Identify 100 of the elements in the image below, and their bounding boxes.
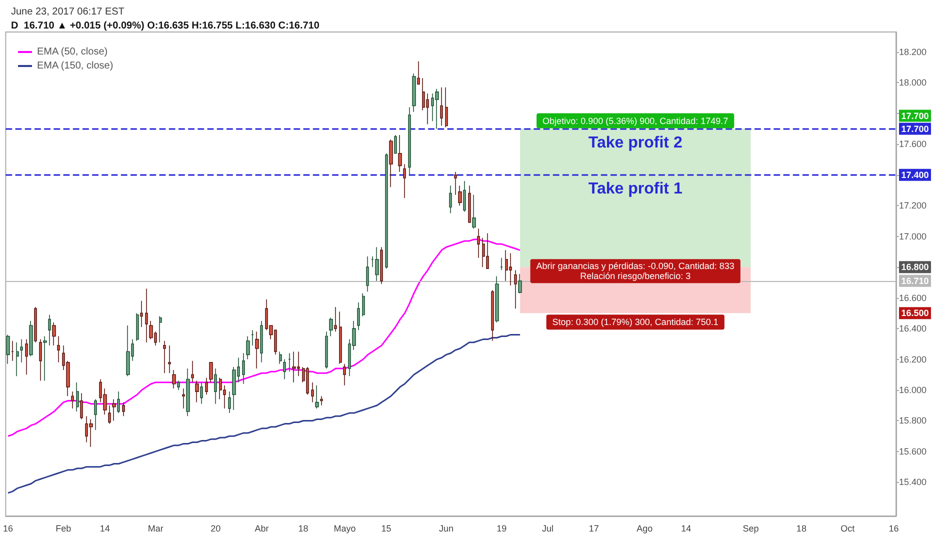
candlestick (16, 342, 19, 377)
candlestick (445, 86, 448, 128)
x-tick-label: 14 (100, 524, 110, 534)
candlestick (380, 246, 383, 284)
line-series (7, 238, 521, 437)
candlestick (6, 334, 10, 364)
candlestick (486, 232, 489, 270)
legend-label: EMA (50, close) (37, 46, 108, 58)
candlestick (163, 340, 166, 374)
candlestick (454, 171, 457, 196)
candlestick (283, 358, 286, 380)
candlestick (145, 288, 148, 343)
candlestick (472, 194, 476, 230)
candlestick (325, 331, 328, 369)
candlestick (112, 398, 116, 422)
candlestick (279, 351, 282, 364)
candlestick (403, 164, 406, 198)
x-tick-label: Mayo (334, 524, 356, 534)
candlestick (71, 391, 74, 409)
candlestick (76, 382, 79, 412)
x-tick-label: Abr (254, 524, 269, 534)
candlestick (89, 418, 93, 448)
candlestick (182, 388, 185, 409)
x-tick-label: 19 (496, 524, 507, 534)
candlestick (408, 106, 411, 176)
y-tick-label: 16.400 (899, 324, 927, 334)
annotation: 16.800 (901, 262, 929, 272)
band-label: Stop: 0.300 (1.79%) 300, Cantidad: 750.1 (552, 317, 718, 328)
candlestick (11, 340, 14, 362)
x-tick-label: 18 (298, 524, 308, 534)
annotation: 16.500 (901, 308, 929, 318)
candlestick (458, 185, 462, 206)
candlestick (117, 391, 120, 414)
candlestick (468, 185, 471, 223)
x-tick-label: 16 (2, 524, 14, 534)
candlestick (362, 292, 365, 317)
candlestick (288, 352, 291, 372)
candlestick (191, 360, 194, 383)
candlestick (463, 180, 466, 212)
candlestick (315, 384, 319, 409)
y-tick-label: 15.800 (899, 416, 927, 426)
candlestick (39, 338, 42, 382)
candlestick (477, 228, 480, 258)
candlestick (482, 237, 485, 268)
candlestick (329, 317, 333, 337)
x-tick-label: 18 (796, 524, 806, 534)
candlestick (311, 382, 314, 403)
x-tick-label: Feb (56, 524, 72, 534)
x-tick-label: Jun (438, 524, 454, 534)
line-series (7, 334, 521, 494)
candlestick (260, 320, 263, 363)
candlestick (195, 380, 199, 403)
candlestick (48, 314, 51, 346)
candlestick (306, 366, 309, 396)
candlestick (343, 363, 346, 386)
y-tick-label: 17.200 (899, 200, 927, 211)
candlestick (209, 362, 213, 383)
candlestick (159, 316, 162, 343)
candlestick (126, 325, 130, 377)
candlestick (389, 139, 393, 188)
candlestick (292, 351, 296, 383)
x-tick-label: Sep (742, 524, 759, 534)
ref-line-label: 17.400 (901, 170, 929, 180)
x-tick-label: Jul (542, 524, 554, 534)
candlestick (94, 398, 97, 430)
y-tick-label: 15.600 (899, 446, 927, 456)
candlestick (366, 256, 369, 292)
candlestick (518, 274, 522, 294)
annotation: Take profit 1 (588, 180, 682, 198)
candlestick (57, 336, 60, 363)
candlestick (491, 290, 494, 342)
y-tick-label: 16.200 (899, 354, 927, 364)
x-tick-label: 15 (381, 524, 392, 534)
x-tick-label: Mar (148, 524, 164, 534)
candlestick (29, 320, 33, 357)
candlestick (200, 382, 203, 404)
annotation: Take profit 2 (588, 134, 682, 152)
candlestick (375, 246, 379, 282)
candlestick (435, 88, 439, 130)
candlestick (394, 134, 397, 154)
candlestick (122, 402, 125, 417)
candlestick (20, 338, 23, 363)
candlestick (214, 368, 217, 404)
candlestick (417, 60, 420, 85)
candlestick (509, 252, 512, 286)
annotation: 17.700 (901, 110, 929, 121)
candlestick (385, 152, 388, 270)
candlestick (505, 250, 508, 282)
y-tick-label: 18.000 (899, 78, 927, 88)
candlestick (80, 392, 83, 420)
x-tick-label: 16 (888, 524, 899, 534)
candlestick (34, 306, 37, 343)
candlestick (186, 368, 190, 417)
candlestick (500, 257, 503, 271)
candlestick (205, 377, 208, 396)
ref-line-label: 17.700 (901, 124, 929, 134)
candlestick (514, 270, 517, 309)
candlestick (242, 352, 245, 384)
candlestick (334, 306, 337, 332)
candlestick (172, 370, 176, 389)
